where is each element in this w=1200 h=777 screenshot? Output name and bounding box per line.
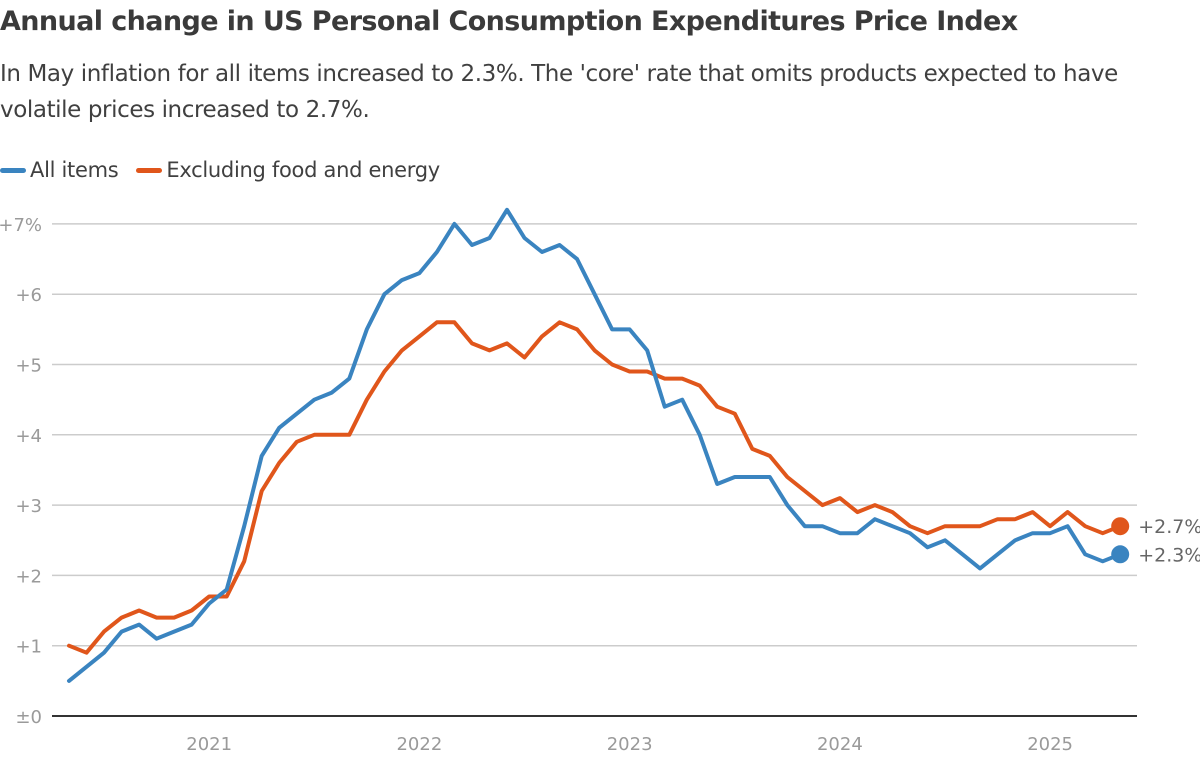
- legend-item-core: Excluding food and energy: [136, 158, 440, 182]
- series-line-all-items: [67, 207, 1123, 683]
- end-marker-all-items: [1111, 545, 1130, 564]
- chart-title: Annual change in US Personal Consumption…: [0, 6, 1018, 37]
- gridlines: [52, 223, 1137, 717]
- legend-label-all-items: All items: [30, 158, 119, 182]
- x-tick-label: 2023: [607, 734, 653, 755]
- end-marker-core: [1111, 517, 1130, 536]
- series-lines: [67, 207, 1123, 683]
- y-axis-ticks: ±0 +1 +2 +3 +4 +5 +6 +7%: [0, 215, 42, 728]
- x-tick-label: 2021: [186, 734, 232, 755]
- x-tick-label: 2022: [396, 734, 442, 755]
- legend-swatch-core: [136, 167, 163, 173]
- series-end-markers: +2.3% +2.7%: [1111, 516, 1200, 566]
- y-tick-label: +6: [15, 285, 42, 306]
- y-tick-label: +4: [15, 426, 42, 447]
- x-axis-ticks: 2021 2022 2023 2024 2025: [186, 734, 1073, 755]
- legend-label-core: Excluding food and energy: [166, 158, 440, 182]
- y-tick-label: +5: [15, 356, 42, 377]
- y-tick-label: +2: [15, 566, 42, 587]
- chart-subtitle: In May inflation for all items increased…: [0, 61, 1118, 123]
- legend-swatch-all-items: [0, 167, 26, 173]
- y-tick-label: +3: [15, 496, 42, 517]
- y-tick-label: +7%: [0, 215, 42, 236]
- legend: All items Excluding food and energy: [0, 158, 458, 182]
- y-tick-label: ±0: [15, 707, 42, 728]
- x-tick-label: 2024: [817, 734, 863, 755]
- legend-item-all-items: All items: [0, 158, 119, 182]
- end-label-core: +2.7%: [1138, 516, 1200, 538]
- series-line-core: [67, 320, 1123, 655]
- y-tick-label: +1: [15, 637, 42, 658]
- x-tick-label: 2025: [1027, 734, 1073, 755]
- end-label-all-items: +2.3%: [1138, 544, 1200, 566]
